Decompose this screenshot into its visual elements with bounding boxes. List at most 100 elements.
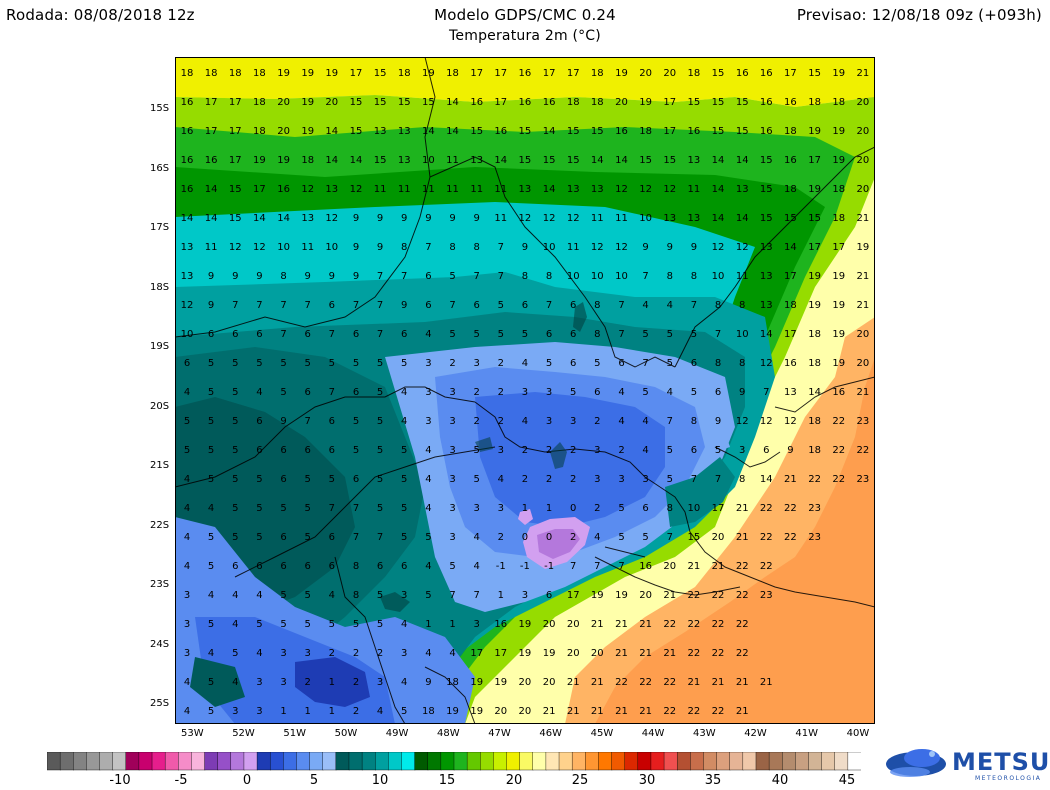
- temperature-value: 20: [519, 706, 532, 717]
- temperature-value: 3: [184, 619, 190, 630]
- temperature-value: 21: [857, 387, 870, 398]
- colorbar-swatch: [506, 752, 521, 771]
- temperature-value: 2: [498, 532, 504, 543]
- colorbar-swatch: [322, 752, 337, 771]
- colorbar-swatch: [59, 752, 74, 771]
- temperature-value: 3: [449, 532, 455, 543]
- temperature-value: 6: [208, 329, 214, 340]
- temperature-value: 7: [715, 329, 721, 340]
- temperature-value: 6: [329, 532, 335, 543]
- temperature-value: 9: [449, 213, 455, 224]
- temperature-value: 7: [232, 300, 238, 311]
- latitude-label: 18S: [150, 281, 170, 293]
- temperature-value: 22: [663, 677, 676, 688]
- temperature-value: 8: [691, 271, 697, 282]
- temperature-value: 14: [494, 155, 507, 166]
- temperature-value: 12: [301, 184, 314, 195]
- temperature-value: 2: [353, 648, 359, 659]
- colorbar-swatch: [138, 752, 153, 771]
- temperature-value: 14: [712, 184, 725, 195]
- temperature-value: 18: [398, 68, 411, 79]
- temperature-value: 21: [591, 619, 604, 630]
- temperature-value: 5: [570, 387, 576, 398]
- colorbar-swatch: [480, 752, 495, 771]
- temperature-value: 5: [305, 474, 311, 485]
- temperature-value: 4: [401, 387, 407, 398]
- colorbar-swatch: [834, 752, 849, 771]
- temperature-value: 13: [301, 213, 314, 224]
- temperature-value: 1: [522, 503, 528, 514]
- temperature-value: -1: [520, 561, 530, 572]
- temperature-value: 7: [642, 271, 648, 282]
- temperature-value: 21: [567, 677, 580, 688]
- temperature-value: 8: [401, 242, 407, 253]
- temperature-value: 22: [615, 677, 628, 688]
- temperature-value: 11: [470, 184, 483, 195]
- temperature-value: 5: [401, 474, 407, 485]
- temperature-value: 11: [591, 213, 604, 224]
- temperature-value: 11: [374, 184, 387, 195]
- temperature-value: 20: [543, 619, 556, 630]
- temperature-value: 16: [519, 68, 532, 79]
- temperature-value: 15: [760, 213, 773, 224]
- temperature-value: 4: [498, 474, 504, 485]
- temperature-value: 7: [329, 329, 335, 340]
- temperature-value: 6: [353, 387, 359, 398]
- temperature-value: 19: [301, 68, 314, 79]
- temperature-value: 8: [691, 416, 697, 427]
- temperature-value: 16: [470, 97, 483, 108]
- temperature-value: 2: [546, 474, 552, 485]
- temperature-value: 12: [663, 184, 676, 195]
- colorbar-swatch: [230, 752, 245, 771]
- temperature-value: 4: [522, 358, 528, 369]
- temperature-value: 2: [570, 532, 576, 543]
- temperature-value: 4: [208, 503, 214, 514]
- temperature-value: 21: [760, 677, 773, 688]
- colorbar-swatch: [125, 752, 140, 771]
- temperature-value: 4: [232, 590, 238, 601]
- latitude-label: 23S: [150, 579, 170, 590]
- temperature-value: 6: [377, 561, 383, 572]
- temperature-value: 21: [567, 706, 580, 717]
- temperature-value: 6: [570, 358, 576, 369]
- colorbar-swatch: [821, 752, 836, 771]
- temperature-value: 5: [425, 590, 431, 601]
- colorbar-swatch: [676, 752, 692, 771]
- temperature-value: 19: [301, 97, 314, 108]
- temperature-value: 9: [691, 242, 697, 253]
- temperature-value: 20: [494, 706, 507, 717]
- temperature-value: 19: [832, 271, 845, 282]
- temperature-value: 19: [808, 126, 821, 137]
- temperature-value: 22: [736, 619, 749, 630]
- temperature-value: 19: [277, 155, 290, 166]
- temperature-value: 13: [374, 126, 387, 137]
- temperature-value: 1: [329, 706, 335, 717]
- temperature-value: 18: [591, 97, 604, 108]
- temperature-value: 22: [688, 590, 701, 601]
- temperature-value: 4: [642, 416, 648, 427]
- temperature-value: 21: [591, 677, 604, 688]
- temperature-value: 3: [474, 503, 480, 514]
- temperature-value: 4: [425, 561, 431, 572]
- colorbar-swatch: [716, 752, 731, 771]
- temperature-value: 10: [325, 242, 338, 253]
- temperature-value: 6: [570, 300, 576, 311]
- temperature-value: 7: [280, 300, 286, 311]
- temperature-value: 3: [449, 503, 455, 514]
- temperature-value: 8: [667, 271, 673, 282]
- temperature-value: -1: [496, 561, 506, 572]
- temperature-value: 6: [232, 561, 238, 572]
- temperature-value: 21: [784, 474, 797, 485]
- temperature-value: 20: [857, 329, 870, 340]
- temperature-value: 8: [594, 329, 600, 340]
- temperature-value: 17: [663, 97, 676, 108]
- temperature-value: 6: [305, 445, 311, 456]
- temperature-value: 4: [232, 677, 238, 688]
- temperature-value: 0: [522, 532, 528, 543]
- temperature-value: 18: [253, 97, 266, 108]
- temperature-value: 23: [808, 503, 821, 514]
- temperature-value: 7: [691, 300, 697, 311]
- metsul-tagline: METEOROLOGIA: [975, 775, 1042, 782]
- temperature-value: 9: [401, 300, 407, 311]
- colorbar-swatch: [112, 752, 127, 771]
